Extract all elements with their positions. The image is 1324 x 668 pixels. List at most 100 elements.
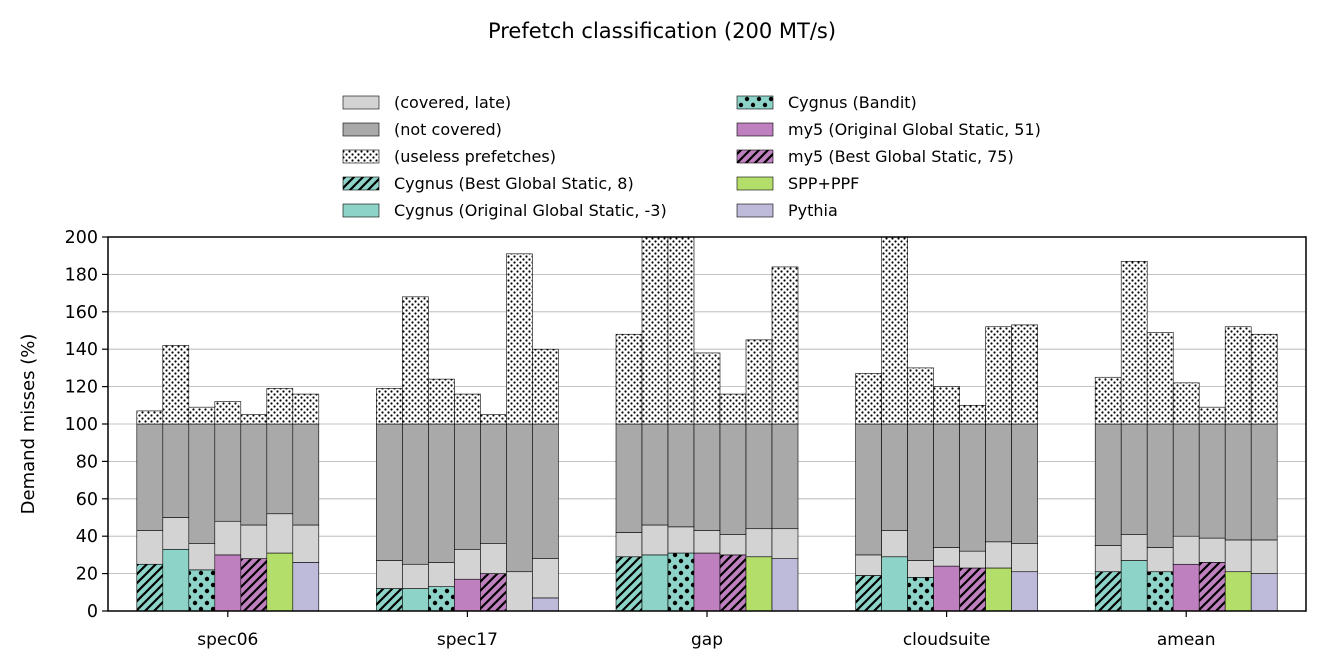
bar-covered-pattern xyxy=(428,586,455,611)
bar-useless-outline xyxy=(1011,324,1038,425)
bar-not-covered xyxy=(959,423,986,552)
legend-label: Cygnus (Best Global Static, 8) xyxy=(394,174,634,193)
bar-covered-late xyxy=(480,543,507,574)
bar-covered-late xyxy=(162,517,190,550)
bar-useless-pattern xyxy=(881,237,908,424)
legend-swatch-pattern xyxy=(343,177,379,190)
legend-label: my5 (Best Global Static, 75) xyxy=(788,147,1014,166)
bar-not-covered xyxy=(428,423,455,563)
bar-not-covered-fill xyxy=(1199,424,1226,539)
legend-item: (useless prefetches) xyxy=(342,147,556,166)
bar-useless xyxy=(376,388,403,425)
bar-useless-outline xyxy=(214,401,242,425)
bar-covered-late xyxy=(907,560,934,578)
bar-covered xyxy=(693,552,721,612)
bar-not-covered xyxy=(1224,423,1252,541)
bar-useless-pattern xyxy=(1121,261,1148,424)
bar-covered-late-fill xyxy=(1121,534,1148,561)
bar-covered xyxy=(667,552,695,612)
bar-not-covered-fill xyxy=(506,424,533,572)
bar-not-covered xyxy=(480,423,507,544)
bar-useless-pattern xyxy=(532,349,559,424)
bar-covered-fill xyxy=(985,567,1012,611)
bar-covered-late-fill xyxy=(376,560,403,589)
bar-covered-late-fill xyxy=(720,534,746,555)
bar-not-covered-fill xyxy=(480,424,507,544)
bar-covered-late-fill xyxy=(506,571,533,611)
y-tick-label: 0 xyxy=(87,602,98,622)
bar-useless-pattern xyxy=(772,266,798,424)
bar-useless xyxy=(719,393,747,425)
legend-swatch xyxy=(737,123,773,136)
y-tick-label: 80 xyxy=(76,452,98,472)
bar-covered-late-fill xyxy=(772,528,798,559)
legend-swatch-pattern xyxy=(737,150,773,163)
bar-not-covered xyxy=(745,423,773,530)
bar-covered xyxy=(771,558,799,612)
bar-useless-outline xyxy=(1250,333,1278,425)
bar-not-covered xyxy=(1172,423,1200,537)
bar-useless xyxy=(1172,382,1200,425)
bar-not-covered xyxy=(667,423,695,528)
bar-useless-pattern xyxy=(1225,326,1252,424)
bar-covered xyxy=(240,558,268,612)
bar-not-covered xyxy=(506,423,533,573)
legend-swatch xyxy=(737,204,773,217)
bar-useless-outline xyxy=(771,266,799,425)
bar-covered-late-fill xyxy=(162,517,189,550)
bar-covered xyxy=(745,556,773,612)
y-tick-label: 180 xyxy=(65,265,98,285)
bar-covered-late xyxy=(454,548,481,580)
bar-covered-late xyxy=(1146,547,1174,573)
bar-covered xyxy=(532,597,559,612)
bar-not-covered-fill xyxy=(428,424,455,563)
bar-useless-pattern xyxy=(506,253,533,424)
bar-covered-late xyxy=(881,530,908,558)
bar-not-covered-fill xyxy=(855,424,882,555)
legend-swatch-outline xyxy=(342,149,380,164)
bar-covered-late-fill xyxy=(428,562,455,587)
bar-useless-pattern xyxy=(376,388,403,424)
legend-label: (covered, late) xyxy=(394,93,511,112)
bar-useless xyxy=(1094,376,1122,425)
bar-covered-late xyxy=(240,524,268,559)
bar-covered-pattern xyxy=(907,577,934,611)
bar-useless-pattern xyxy=(720,394,746,424)
x-tick-label: spec17 xyxy=(437,630,498,650)
bar-covered-fill xyxy=(292,562,319,611)
bar-covered-late-fill xyxy=(454,549,481,580)
bar-covered xyxy=(1011,571,1038,612)
bar-covered-late-fill xyxy=(136,530,163,565)
bar-covered-late xyxy=(266,513,294,554)
bar-not-covered xyxy=(402,423,429,565)
bar-covered-late-fill xyxy=(480,543,507,574)
legend-swatch-outline xyxy=(736,149,774,164)
bar-covered-fill xyxy=(881,556,908,611)
bar-not-covered-fill xyxy=(1173,424,1200,537)
bar-covered-late-fill xyxy=(188,543,215,570)
bar-useless xyxy=(480,414,507,425)
bar-covered-pattern xyxy=(855,575,882,611)
bar-useless-pattern xyxy=(694,352,720,424)
legend-item: my5 (Best Global Static, 75) xyxy=(736,147,1014,166)
bar-covered xyxy=(292,562,320,612)
bar-useless xyxy=(240,414,268,425)
bar-covered xyxy=(1224,571,1252,612)
legend-swatch xyxy=(343,204,379,217)
bar-useless-pattern xyxy=(402,296,429,424)
bar-not-covered-fill xyxy=(214,424,241,522)
bar-not-covered-fill xyxy=(1095,424,1122,546)
y-tick-label: 200 xyxy=(65,228,98,248)
legend-label: my5 (Original Global Static, 51) xyxy=(788,120,1041,139)
bar-covered xyxy=(428,586,455,612)
bar-useless xyxy=(162,345,190,425)
bar-covered-late xyxy=(641,524,669,556)
bar-useless-pattern xyxy=(1251,334,1278,424)
bar-useless xyxy=(959,404,986,425)
bar-covered-pattern xyxy=(136,564,163,611)
bar-covered-late xyxy=(615,532,643,558)
bar-covered-late-fill xyxy=(959,551,986,568)
bar-useless-pattern xyxy=(985,326,1012,424)
bar-covered-late xyxy=(402,563,429,589)
bar-covered-late xyxy=(188,543,216,571)
